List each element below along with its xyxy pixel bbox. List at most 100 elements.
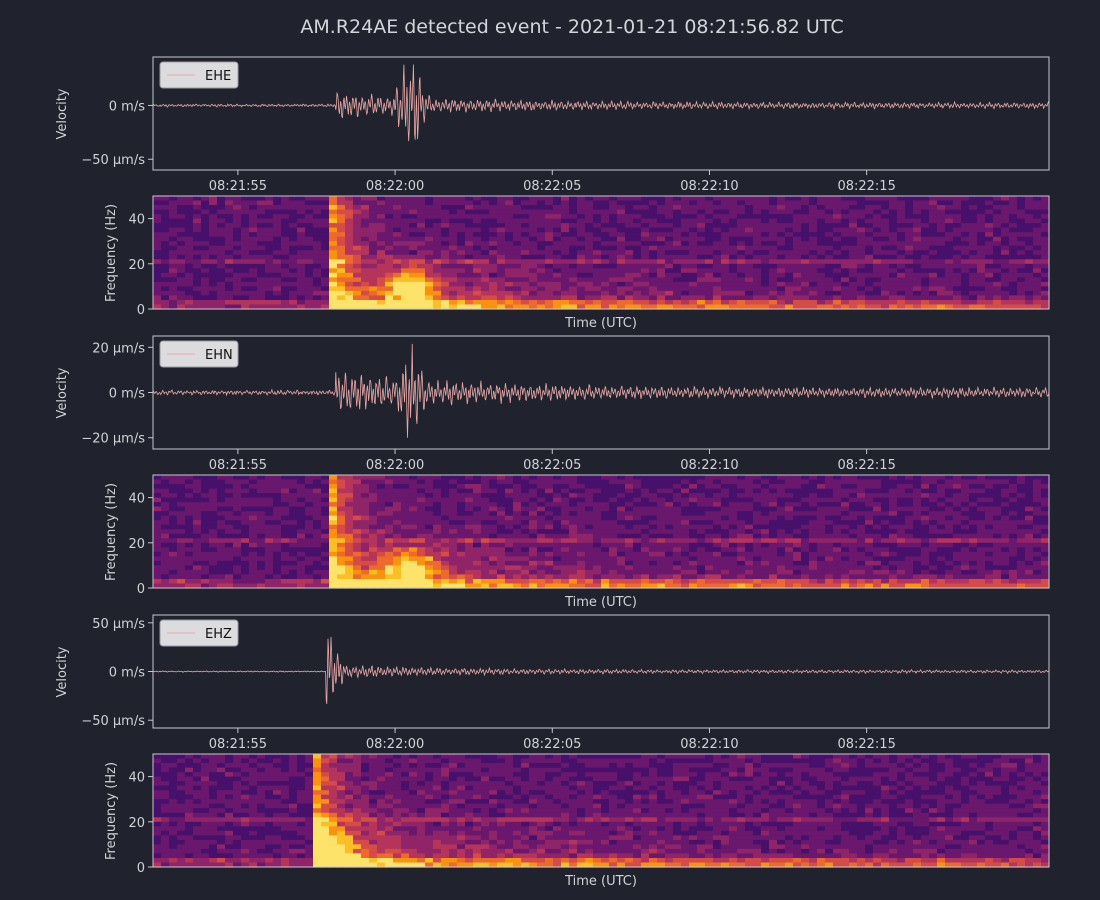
spectrogram-cell	[177, 579, 186, 585]
spectrogram-cell	[281, 290, 290, 296]
spectrogram-cell	[489, 205, 498, 211]
spectrogram-cell	[521, 277, 530, 283]
spectrogram-cell	[321, 583, 330, 589]
spectrogram-cell	[753, 290, 762, 296]
spectrogram-cell	[521, 583, 530, 589]
spectrogram-cell	[857, 304, 866, 310]
spectrogram-cell	[201, 295, 210, 301]
spectrogram-cell	[617, 272, 626, 278]
spectrogram-cell	[337, 511, 346, 517]
spectrogram-cell	[457, 218, 466, 224]
spectrogram-cell	[681, 232, 690, 238]
spectrogram-cell	[673, 304, 682, 310]
spectrogram-cell	[529, 286, 538, 292]
spectrogram-cell	[969, 300, 978, 306]
spectrogram-cell	[593, 542, 602, 548]
spectrogram-cell	[497, 583, 506, 589]
spectrogram-cell	[585, 254, 594, 260]
spectrogram-cell	[825, 281, 834, 287]
spectrogram-cell	[521, 263, 530, 269]
spectrogram-cell	[337, 493, 346, 499]
spectrogram-cell	[217, 479, 226, 485]
spectrogram-cell	[1001, 272, 1010, 278]
spectrogram-cell	[761, 295, 770, 301]
spectrogram-cell	[321, 484, 330, 490]
spectrogram-cell	[585, 533, 594, 539]
spectrogram-cell	[209, 227, 218, 233]
spectrogram-cell	[697, 259, 706, 265]
spectrogram-cell	[177, 547, 186, 553]
spectrogram-cell	[625, 304, 634, 310]
spectrogram-cell	[633, 272, 642, 278]
spectrogram-cell	[609, 579, 618, 585]
spectrogram-cell	[169, 538, 178, 544]
spectrogram-cell	[513, 286, 522, 292]
spectrogram-cell	[185, 579, 194, 585]
spectrogram-cell	[401, 479, 410, 485]
spectrogram-cell	[361, 227, 370, 233]
spectrogram-cell	[625, 196, 634, 202]
spectrogram-cell	[281, 484, 290, 490]
spectrogram-cell	[881, 214, 890, 220]
spectrogram-cell	[705, 488, 714, 494]
spectrogram-cell	[481, 560, 490, 566]
spectrogram-cell	[369, 196, 378, 202]
spectrogram-cell	[665, 286, 674, 292]
spectrogram-cell	[433, 529, 442, 535]
spectrogram-cell	[433, 475, 442, 481]
spectrogram-cell	[313, 493, 322, 499]
spectrogram-cell	[801, 245, 810, 251]
spectrogram-cell	[777, 484, 786, 490]
spectrogram-cell	[753, 236, 762, 242]
spectrogram-cell	[785, 538, 794, 544]
spectrogram-cell	[313, 574, 322, 580]
spectrogram-cell	[273, 290, 282, 296]
spectrogram-cell	[889, 200, 898, 206]
spectrogram-cell	[377, 290, 386, 296]
spectrogram-cell	[577, 533, 586, 539]
spectrogram-cell	[561, 290, 570, 296]
spectrogram-cell	[289, 268, 298, 274]
spectrogram-cell	[545, 542, 554, 548]
spectrogram-cell	[745, 218, 754, 224]
spectrogram-cell	[209, 542, 218, 548]
spectrogram-cell	[281, 214, 290, 220]
spectrogram-cell	[617, 551, 626, 557]
spectrogram-cell	[305, 497, 314, 503]
spectrogram-cell	[169, 484, 178, 490]
spectrogram-cell	[801, 268, 810, 274]
spectrogram-cell	[841, 304, 850, 310]
spectrogram-cell	[441, 227, 450, 233]
spectrogram-cell	[313, 295, 322, 301]
spectrogram-cell	[865, 281, 874, 287]
spectrogram-cell	[689, 547, 698, 553]
spectrogram-cell	[537, 493, 546, 499]
spectrogram-cell	[385, 542, 394, 548]
spectrogram-cell	[401, 574, 410, 580]
spectrogram-cell	[417, 556, 426, 562]
spectrogram-cell	[305, 259, 314, 265]
spectrogram-cell	[225, 520, 234, 526]
spectrogram-cell	[833, 281, 842, 287]
spectrogram-cell	[561, 250, 570, 256]
spectrogram-cell	[625, 542, 634, 548]
spectrogram-cell	[273, 511, 282, 517]
spectrogram-cell	[505, 565, 514, 571]
spectrogram-cell	[289, 277, 298, 283]
spectrogram-cell	[457, 502, 466, 508]
spectrogram-cell	[329, 556, 338, 562]
spectrogram-cell	[969, 281, 978, 287]
spectrogram-cell	[545, 272, 554, 278]
spectrogram-cell	[153, 236, 162, 242]
spectrogram-cell	[177, 286, 186, 292]
spectrogram-cell	[337, 488, 346, 494]
spectrogram-cell	[185, 286, 194, 292]
spectrogram-cell	[345, 232, 354, 238]
spectrogram-cell	[689, 511, 698, 517]
spectrogram-cell	[233, 493, 242, 499]
spectrogram-cell	[441, 263, 450, 269]
spectrogram-cell	[185, 272, 194, 278]
spectrogram-cell	[177, 569, 186, 575]
spectrogram-cell	[193, 290, 202, 296]
spectrogram-cell	[801, 479, 810, 485]
